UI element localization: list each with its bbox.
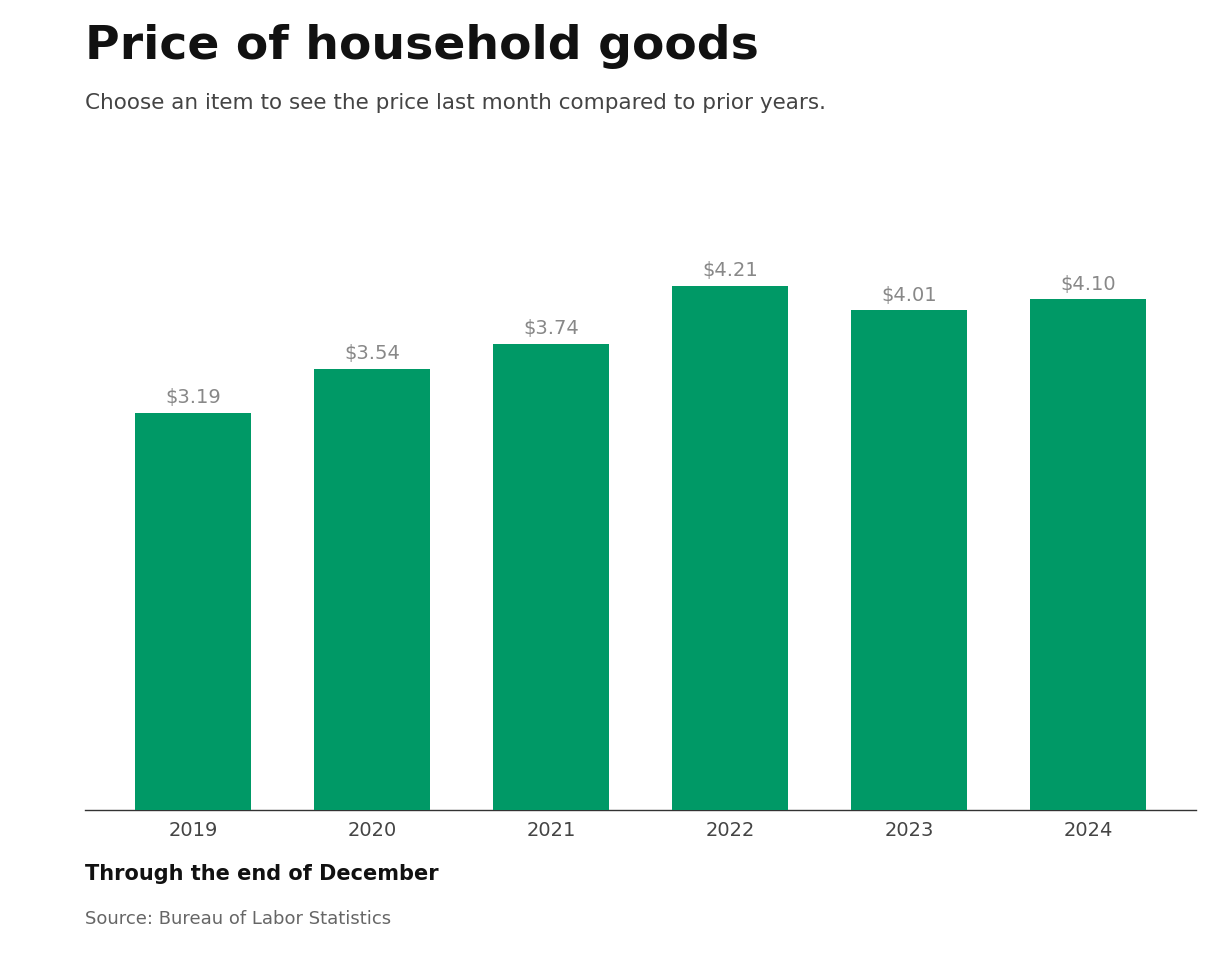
Bar xyxy=(850,310,967,810)
Bar xyxy=(493,345,609,810)
Text: Source: Bureau of Labor Statistics: Source: Bureau of Labor Statistics xyxy=(85,910,392,927)
Bar xyxy=(314,369,431,810)
Text: Price of household goods: Price of household goods xyxy=(85,24,759,69)
Text: $4.21: $4.21 xyxy=(703,261,758,280)
Text: Through the end of December: Through the end of December xyxy=(85,864,439,883)
Text: $4.10: $4.10 xyxy=(1060,274,1116,294)
Bar xyxy=(134,413,251,810)
Bar xyxy=(1030,300,1147,810)
Bar xyxy=(672,286,788,810)
Text: $3.54: $3.54 xyxy=(344,345,400,363)
Text: $3.19: $3.19 xyxy=(165,388,221,407)
Text: Choose an item to see the price last month compared to prior years.: Choose an item to see the price last mon… xyxy=(85,93,826,112)
Text: $3.74: $3.74 xyxy=(523,319,578,339)
Text: $4.01: $4.01 xyxy=(881,286,937,305)
